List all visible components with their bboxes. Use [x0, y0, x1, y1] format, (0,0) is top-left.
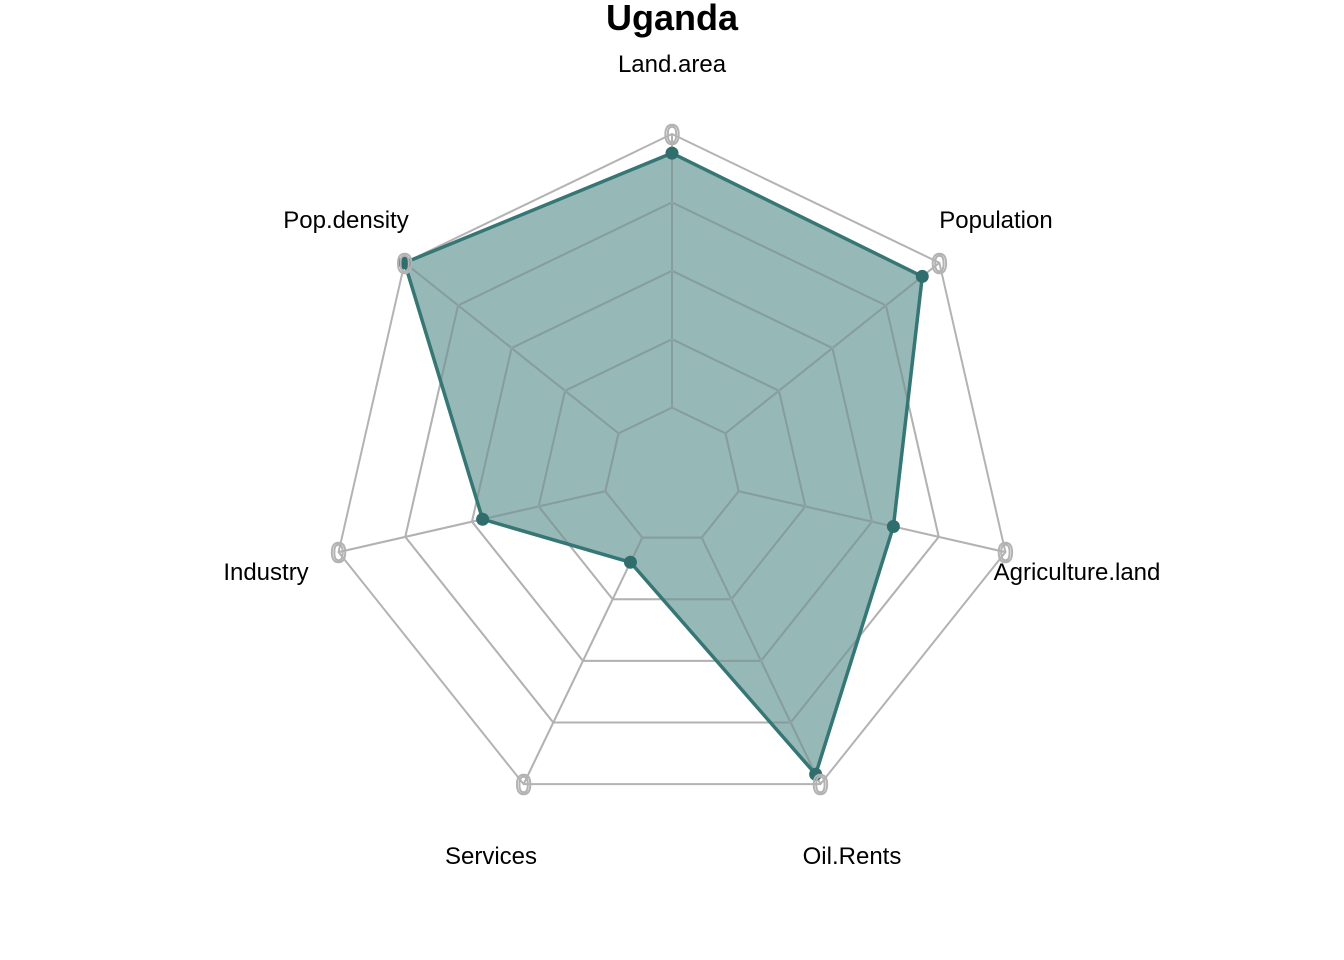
- axis-label-land-area: Land.area: [618, 51, 727, 78]
- tick-label-0: 0: [664, 119, 680, 150]
- spoke-services: [522, 537, 644, 785]
- tick-layer: 0 0 0 0 0 0 0: [330, 118, 1014, 801]
- data-point-oil-rents: [809, 767, 823, 781]
- axis-label-layer: Land.area Population Agriculture.land Oil.R…: [223, 51, 1160, 870]
- spoke-overlay-2: [738, 490, 1006, 554]
- tick-label-3: 0: [813, 769, 829, 800]
- axis-label-services: Services: [445, 843, 537, 870]
- tick-label-2: 0: [998, 537, 1014, 568]
- grid-ring-5: [337, 132, 1007, 786]
- grid-ring-overlay-4: [404, 201, 940, 724]
- chart-title: Uganda: [606, 0, 739, 38]
- spoke-overlay-3: [700, 537, 822, 785]
- series-line: [402, 151, 925, 777]
- tick-label-5: 0: [331, 537, 347, 568]
- axis-label-pop-density: Pop.density: [283, 207, 408, 234]
- data-point-agriculture-land: [886, 520, 900, 534]
- tick-label-4: 0: [516, 769, 532, 800]
- data-point-industry: [476, 512, 490, 526]
- data-point-pop-density: [398, 256, 412, 270]
- tick-label-6: 0: [397, 248, 413, 279]
- series-area: [404, 153, 923, 775]
- spoke-overlay-6: [403, 261, 620, 435]
- series-layer: [338, 134, 1006, 785]
- axis-label-agriculture-land: Agriculture.land: [994, 559, 1161, 586]
- axis-label-industry: Industry: [223, 559, 308, 586]
- spoke-overlay-1: [724, 261, 941, 435]
- spoke-overlay-5: [338, 490, 606, 554]
- axis-label-oil-rents: Oil.Rents: [803, 843, 902, 870]
- grid-ring-overlay-2: [537, 338, 807, 601]
- tick-label-1: 0: [932, 248, 948, 279]
- axis-label-population: Population: [939, 207, 1052, 234]
- data-point-land-area: [665, 146, 679, 160]
- data-point-population: [915, 269, 929, 283]
- spoke-overlay-4: [522, 537, 644, 785]
- data-point-services: [623, 555, 637, 569]
- grid-ring-overlay-1: [604, 406, 740, 539]
- grid-ring-overlay-3: [470, 269, 874, 662]
